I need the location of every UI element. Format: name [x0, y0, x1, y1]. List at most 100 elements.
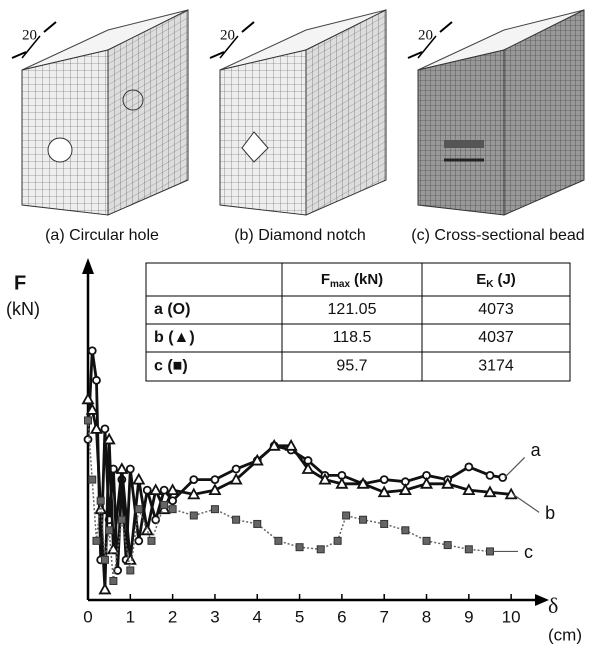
marker [295, 543, 304, 552]
table-cell: 95.7 [336, 358, 367, 375]
marker [250, 453, 264, 466]
y-axis-label: F [14, 272, 26, 294]
marker [126, 566, 135, 575]
table-cell: 118.5 [333, 329, 372, 346]
dim-line [417, 35, 437, 59]
marker [485, 470, 495, 480]
panel-caption: (a) Circular hole [45, 227, 159, 244]
marker [189, 475, 199, 484]
marker [92, 536, 101, 545]
marker [89, 422, 103, 434]
marker [335, 476, 349, 489]
marker [267, 438, 281, 451]
series-name: b [545, 503, 555, 523]
marker [483, 485, 497, 498]
marker [504, 487, 518, 500]
marker [318, 472, 332, 485]
chart: F (kN) δ (cm) 0 1 2 3 4 5 6 7 8 9 10 a bc Fmax (kN) EK (J) a … [6, 258, 582, 644]
marker [356, 476, 370, 489]
marker [134, 536, 144, 546]
marker [359, 515, 368, 524]
marker [189, 511, 198, 520]
y-axis-unit: (kN) [6, 299, 40, 319]
row-label: a (O) [154, 301, 190, 318]
marker [274, 536, 283, 545]
row-label: c (■) [154, 358, 188, 375]
marker [100, 424, 110, 434]
notch [241, 131, 269, 163]
marker [96, 496, 105, 505]
marker [88, 475, 97, 484]
panel-caption: (b) Diamond notch [234, 227, 366, 244]
box-side [305, 9, 387, 216]
dimension-label: 20 [22, 27, 37, 43]
box-front [219, 49, 307, 216]
marker [498, 473, 508, 482]
x-tick-label: 7 [379, 607, 388, 626]
marker [132, 472, 146, 485]
marker [134, 505, 143, 514]
marker [380, 519, 389, 528]
box-front [417, 49, 505, 216]
x-tick-label: 2 [168, 607, 177, 626]
marker [84, 416, 92, 425]
x-tick-label: 10 [502, 607, 521, 626]
x-tick-label: 1 [126, 607, 135, 626]
marker [160, 500, 169, 509]
marker [81, 392, 95, 405]
mesh-panels: 20 (a) Circular hole 20(b) Diamond notch20… [11, 9, 585, 244]
marker [123, 553, 137, 565]
label-arrow [504, 457, 526, 478]
label-arrow [512, 493, 540, 513]
marker [187, 487, 201, 500]
dim-arrow [11, 51, 27, 59]
bead [444, 140, 484, 148]
column-header: EK (J) [476, 271, 516, 290]
box-side [503, 9, 585, 216]
table-cell: 3174 [478, 358, 514, 375]
box-front [21, 49, 109, 216]
x-axis-unit: (cm) [548, 625, 582, 644]
series-name: c [524, 542, 533, 562]
dim-line [219, 35, 239, 59]
marker [87, 346, 97, 356]
box-side [107, 9, 189, 216]
marker [342, 511, 351, 520]
marker [125, 464, 135, 474]
marker [166, 483, 180, 496]
panel: 20 (b) Diamond notch [209, 9, 387, 244]
marker [333, 536, 342, 545]
table-cell: 4037 [478, 329, 514, 346]
marker [316, 545, 325, 554]
marker [301, 462, 315, 474]
marker [231, 464, 241, 474]
column-header: Fmax (kN) [321, 271, 383, 290]
dim-arrow [241, 21, 255, 33]
marker [105, 526, 114, 535]
row-label: b (▲) [154, 329, 195, 346]
marker [149, 483, 163, 496]
marker [100, 555, 109, 564]
x-tick-label: 3 [210, 607, 219, 626]
marker [168, 505, 177, 514]
dim-arrow [439, 21, 453, 33]
marker [83, 435, 93, 444]
marker [210, 505, 219, 514]
y-arrow [82, 258, 94, 274]
series: c [84, 416, 533, 585]
header-symbol: F [321, 271, 330, 288]
marker [159, 485, 169, 495]
marker [92, 375, 101, 385]
marker [284, 438, 298, 451]
marker [113, 566, 123, 575]
marker [109, 576, 118, 585]
x-tick-label: 6 [337, 607, 346, 626]
header-unit: (J) [497, 271, 515, 288]
marker [142, 485, 152, 495]
marker [85, 403, 99, 415]
dim-line [21, 35, 41, 59]
header-unit: (kN) [354, 271, 383, 288]
panel: 20 (c) Cross-sectional bead [407, 9, 585, 244]
marker [443, 541, 452, 550]
marker [229, 472, 243, 485]
